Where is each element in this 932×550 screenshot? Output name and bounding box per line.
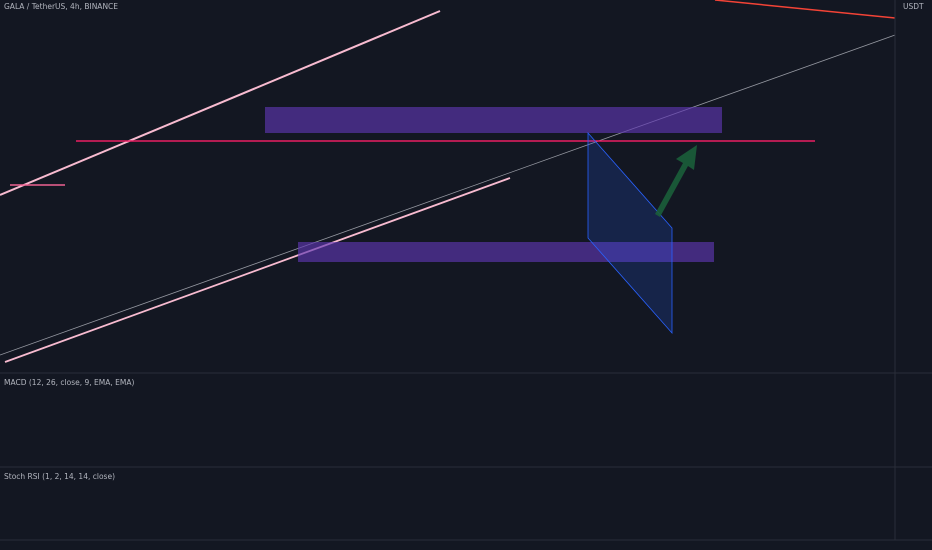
labels: GALA / TetherUS, 4h, BINANCE USDT MACD (… bbox=[4, 2, 924, 481]
descending-channel bbox=[587, 131, 673, 335]
trend-line bbox=[714, 0, 896, 19]
trend-line bbox=[0, 34, 896, 356]
channel-lower bbox=[4, 177, 511, 363]
arrow-up bbox=[655, 145, 697, 217]
resistance-zone bbox=[265, 107, 722, 133]
indicator-title: MACD (12, 26, close, 9, EMA, EMA) bbox=[4, 378, 134, 387]
indicator-title: Stoch RSI (1, 2, 14, 14, close) bbox=[4, 472, 115, 481]
chart-title: GALA / TetherUS, 4h, BINANCE bbox=[4, 2, 118, 11]
support-zone bbox=[298, 242, 714, 262]
unit-label: USDT bbox=[903, 2, 924, 11]
channel-upper bbox=[0, 10, 441, 196]
